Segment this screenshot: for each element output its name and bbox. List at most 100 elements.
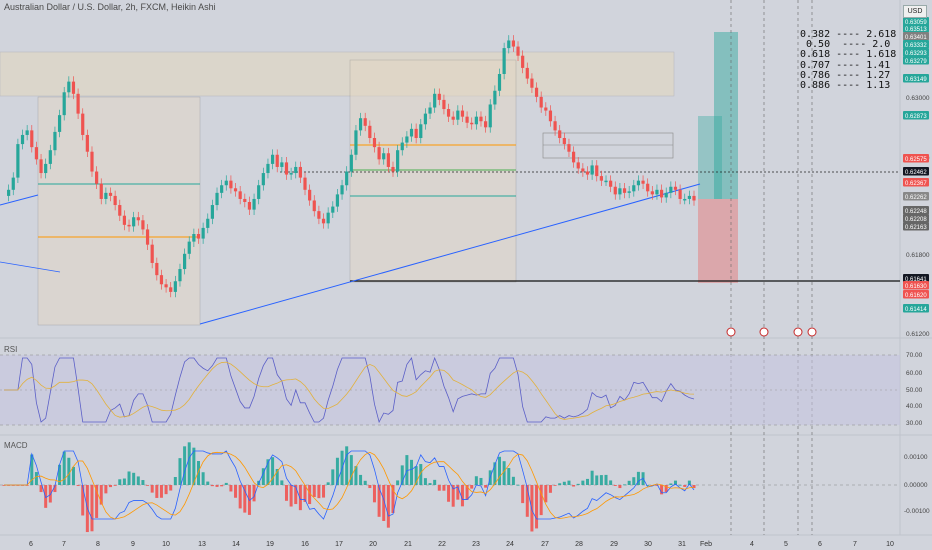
macd-histogram-bar xyxy=(308,485,312,505)
candle xyxy=(238,191,242,199)
price-badge xyxy=(903,304,929,313)
price-badge xyxy=(903,290,929,299)
fib-line: 0.786 ---- 1.27 xyxy=(800,69,891,81)
price-tick-label: 0.61800 xyxy=(906,252,930,259)
price-badge xyxy=(903,74,929,83)
candle xyxy=(372,138,377,148)
candle xyxy=(581,168,585,172)
candle xyxy=(118,205,122,216)
candle xyxy=(335,194,340,207)
candle xyxy=(192,234,196,242)
macd-histogram-bar xyxy=(298,485,302,511)
macd-tick-label: 0.00100 xyxy=(904,454,928,461)
macd-histogram-bar xyxy=(437,485,441,491)
candle xyxy=(683,198,687,201)
macd-histogram-bar xyxy=(498,456,502,485)
candle xyxy=(95,171,99,184)
candle xyxy=(456,110,460,120)
macd-histogram-bar xyxy=(359,474,363,485)
macd-histogram-bar xyxy=(118,479,122,485)
candle xyxy=(534,87,539,97)
candle xyxy=(159,275,164,285)
candle xyxy=(595,165,599,177)
candle xyxy=(275,154,279,167)
candle xyxy=(164,284,168,288)
fib-ratio-note: 0.382 ---- 2.618 0.50 ---- 2.0 0.618 ----… xyxy=(800,29,896,91)
price-badge xyxy=(903,154,929,163)
candle xyxy=(261,173,265,186)
price-badge xyxy=(903,17,929,26)
macd-histogram-bar xyxy=(562,481,566,485)
candle xyxy=(326,212,330,224)
macd-histogram-bar xyxy=(141,480,145,485)
candle xyxy=(298,166,302,178)
macd-histogram-bar xyxy=(169,485,173,491)
candle xyxy=(294,166,298,174)
candle xyxy=(571,151,576,163)
candle xyxy=(178,269,182,282)
candle xyxy=(386,153,390,167)
macd-histogram-bar xyxy=(539,485,543,516)
candle xyxy=(673,186,678,190)
candle xyxy=(544,107,548,111)
candle xyxy=(247,202,252,210)
candle xyxy=(530,78,534,88)
macd-histogram-bar xyxy=(326,482,330,485)
time-tick-label: 22 xyxy=(438,541,446,548)
price-badge-label: 0.61630 xyxy=(905,284,927,290)
macd-histogram-bar xyxy=(627,480,631,485)
trendline xyxy=(199,183,701,325)
macd-histogram-bar xyxy=(655,485,659,486)
candle xyxy=(206,218,210,228)
macd-histogram-bar xyxy=(530,485,534,532)
candle xyxy=(590,165,594,175)
macd-histogram-bar xyxy=(104,485,108,494)
candle xyxy=(90,151,94,172)
macd-histogram-bar xyxy=(34,472,38,485)
rsi-label: RSI xyxy=(4,345,18,354)
macd-histogram-bar xyxy=(396,480,400,485)
candle xyxy=(25,130,29,135)
macd-histogram-bar xyxy=(53,485,57,493)
macd-tick-label: 0.00000 xyxy=(904,482,928,489)
candle xyxy=(354,130,358,155)
macd-histogram-bar xyxy=(382,485,386,521)
macd-histogram-bar xyxy=(669,483,673,485)
price-badge-label: 0.61641 xyxy=(905,277,927,283)
candle xyxy=(257,185,261,199)
macd-histogram-bar xyxy=(419,464,423,485)
time-tick-label: 20 xyxy=(369,541,377,548)
candle xyxy=(400,142,404,151)
macd-histogram-bar xyxy=(377,485,381,517)
candle xyxy=(474,116,478,125)
macd-histogram-bar xyxy=(391,485,395,513)
candle xyxy=(632,185,636,192)
price-badge-label: 0.62367 xyxy=(905,181,927,187)
macd-histogram-bar xyxy=(581,480,585,485)
price-badge xyxy=(903,48,929,57)
macd-histogram-bar xyxy=(252,485,256,502)
macd-histogram-bar xyxy=(122,478,126,485)
macd-histogram-bar xyxy=(192,447,196,485)
candle xyxy=(446,109,451,117)
candle xyxy=(308,189,312,201)
macd-histogram-bar xyxy=(470,485,474,489)
candle xyxy=(484,121,488,128)
trendline xyxy=(0,261,61,273)
candle xyxy=(516,46,520,56)
candle xyxy=(553,121,557,131)
candle xyxy=(460,110,465,117)
rsi-signal-line xyxy=(4,361,695,420)
price-badge-label: 0.63401 xyxy=(905,35,927,41)
currency-selector[interactable]: USD xyxy=(903,5,927,18)
macd-histogram-bar xyxy=(215,485,219,487)
candle xyxy=(270,154,275,164)
supply-zone xyxy=(0,51,675,97)
macd-histogram-bar xyxy=(284,485,288,501)
time-tick-label: 6 xyxy=(29,541,33,548)
candle xyxy=(349,154,353,172)
candle xyxy=(99,183,103,199)
candle xyxy=(664,192,668,198)
macd-histogram-bar xyxy=(572,485,576,487)
